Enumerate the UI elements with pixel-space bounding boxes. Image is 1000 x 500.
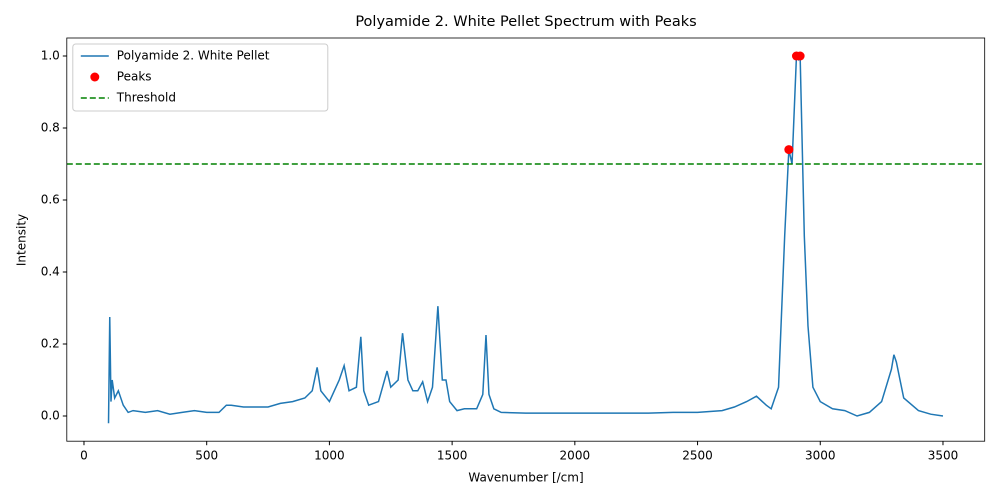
y-axis-label: Intensity	[15, 214, 29, 266]
x-tick-label: 1000	[314, 449, 345, 463]
legend-label: Threshold	[116, 91, 176, 105]
x-axis-label: Wavenumber [/cm]	[468, 471, 583, 485]
y-tick-label: 0.2	[41, 337, 60, 351]
chart-title: Polyamide 2. White Pellet Spectrum with …	[355, 14, 696, 30]
legend-label: Peaks	[117, 70, 152, 84]
x-tick-label: 500	[195, 449, 218, 463]
x-tick-label: 2500	[682, 449, 713, 463]
peak-marker	[784, 145, 794, 155]
y-tick-label: 0.0	[41, 409, 60, 423]
y-tick-label: 0.4	[41, 265, 60, 279]
legend-marker-swatch	[90, 72, 100, 82]
y-tick-label: 1.0	[41, 49, 60, 63]
legend-label: Polyamide 2. White Pellet	[117, 49, 270, 63]
spectrum-line	[107, 53, 944, 424]
y-tick-label: 0.6	[41, 193, 60, 207]
x-tick-label: 1500	[437, 449, 468, 463]
x-tick-label: 3500	[928, 449, 959, 463]
legend-box	[72, 43, 329, 112]
y-tick-label: 0.8	[41, 121, 60, 135]
peak-marker	[795, 51, 805, 61]
x-tick-label: 0	[80, 449, 88, 463]
x-tick-label: 3000	[805, 449, 836, 463]
x-tick-label: 2000	[560, 449, 591, 463]
axes-frame	[66, 37, 986, 442]
